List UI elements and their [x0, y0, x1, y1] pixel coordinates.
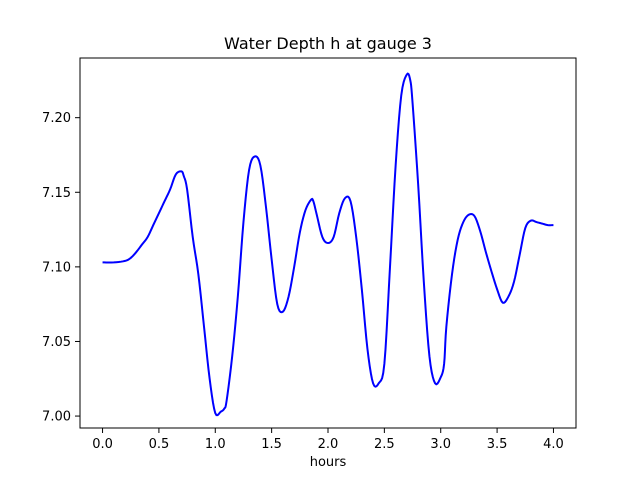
x-tick-label: 3.0	[430, 437, 451, 452]
x-tick-label: 2.0	[318, 437, 339, 452]
x-tick-label: 3.5	[487, 437, 508, 452]
x-tick-label: 2.5	[374, 437, 395, 452]
x-axis-label: hours	[310, 455, 347, 470]
y-tick-label: 7.15	[42, 186, 71, 201]
x-axis-ticks: 0.0 0.5 1.0 1.5 2.0 2.5 3.0 3.5 4.0	[92, 428, 564, 452]
x-tick-label: 4.0	[543, 437, 564, 452]
y-tick-label: 7.05	[42, 335, 71, 350]
series-line	[102, 72, 554, 417]
x-tick-label: 1.0	[205, 437, 226, 452]
y-tick-label: 7.00	[42, 410, 71, 425]
y-tick-label: 7.20	[42, 111, 71, 126]
y-axis-ticks: 7.00 7.05 7.10 7.15 7.20	[42, 111, 80, 425]
chart-title: Water Depth h at gauge 3	[224, 34, 432, 53]
y-tick-label: 7.10	[42, 260, 71, 275]
x-tick-label: 1.5	[261, 437, 282, 452]
plot-area: 0.0 0.5 1.0 1.5 2.0 2.5 3.0 3.5 4.0 7.00 7.05 7.10…	[42, 57, 577, 452]
x-tick-label: 0.0	[92, 437, 113, 452]
x-tick-label: 0.5	[149, 437, 170, 452]
